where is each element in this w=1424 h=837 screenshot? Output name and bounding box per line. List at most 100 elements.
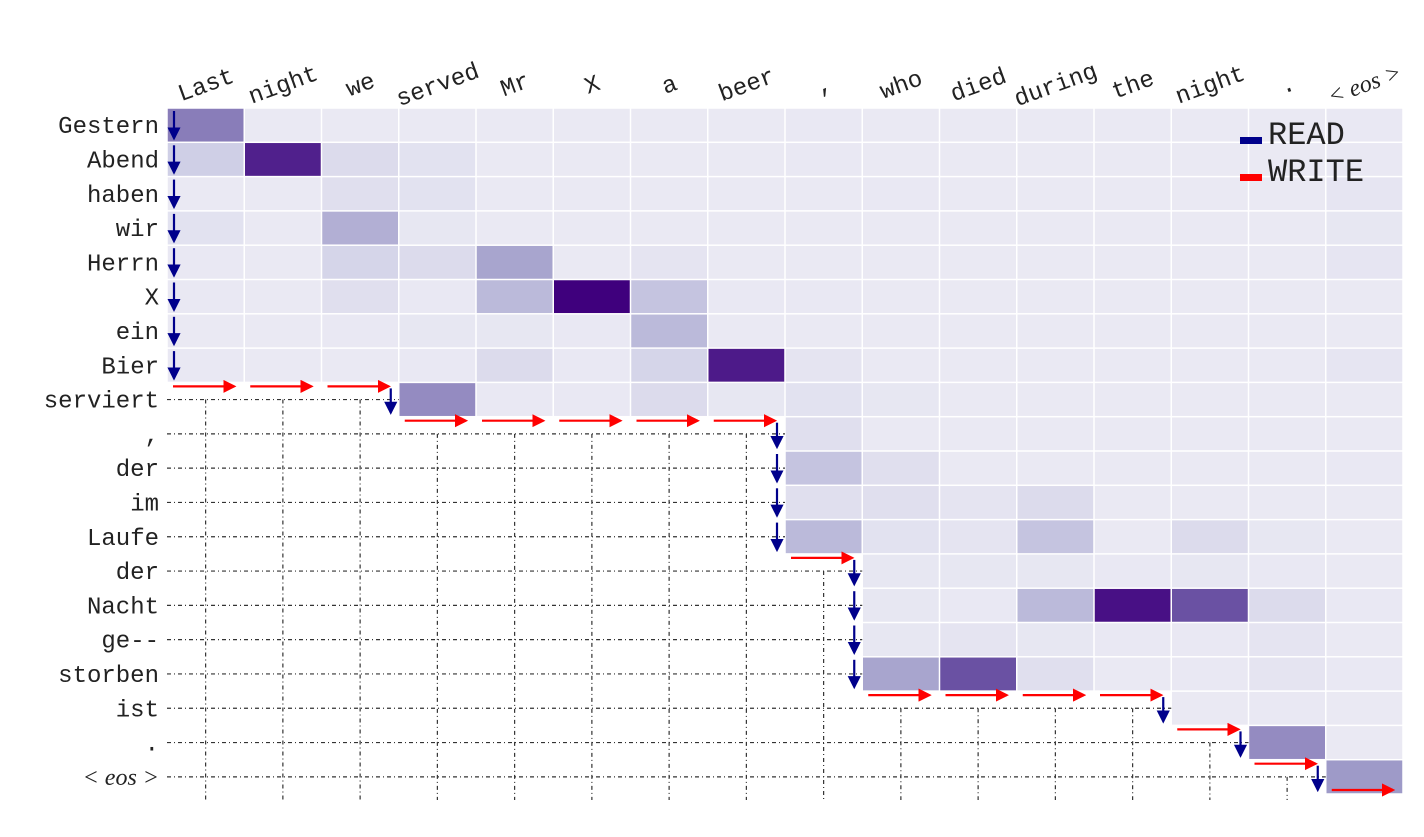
heatmap-cell bbox=[785, 314, 862, 348]
heatmap-cell bbox=[322, 177, 398, 211]
heatmap-cell bbox=[785, 108, 862, 142]
heatmap-cell bbox=[1172, 211, 1248, 245]
heatmap-cell bbox=[1094, 588, 1171, 622]
heatmap-cell bbox=[1017, 486, 1094, 519]
heatmap-cell bbox=[1017, 108, 1094, 142]
heatmap-cell bbox=[785, 177, 862, 211]
heatmap-cell bbox=[863, 383, 939, 416]
heatmap-cell bbox=[1249, 486, 1325, 519]
heatmap-cell bbox=[863, 657, 939, 691]
heatmap-cell bbox=[1094, 348, 1171, 382]
x-tick-label: died bbox=[947, 64, 1010, 109]
read-write-arrows bbox=[167, 111, 1396, 797]
dotted-guides bbox=[167, 398, 1326, 800]
heatmap-cell bbox=[631, 143, 707, 176]
heatmap-cell bbox=[476, 280, 553, 314]
x-tick-label: night bbox=[245, 61, 322, 111]
heatmap-cell bbox=[863, 211, 939, 245]
y-tick-label: wir bbox=[116, 217, 159, 244]
heatmap-cell bbox=[245, 280, 321, 314]
heatmap-cell bbox=[940, 417, 1016, 451]
x-tick-label: < eos > bbox=[1324, 60, 1405, 111]
heatmap-cell bbox=[1249, 108, 1325, 142]
legend-read-label: READ bbox=[1268, 117, 1345, 154]
heatmap-cell bbox=[785, 451, 862, 485]
heatmap-cell bbox=[1094, 383, 1171, 416]
heatmap-cell bbox=[631, 314, 707, 348]
heatmap-cell bbox=[476, 108, 553, 142]
heatmap-cell bbox=[940, 554, 1016, 588]
heatmap-cell bbox=[708, 348, 785, 382]
heatmap-cell bbox=[1094, 623, 1171, 657]
heatmap-cell bbox=[1172, 108, 1248, 142]
y-tick-label: Gestern bbox=[58, 114, 159, 141]
heatmap-cell bbox=[631, 348, 707, 382]
x-tick-label: X bbox=[581, 71, 604, 101]
x-tick-label: night bbox=[1172, 61, 1249, 111]
heatmap-cell bbox=[1172, 451, 1248, 485]
heatmap-cell bbox=[1326, 554, 1403, 588]
heatmap-cell bbox=[1326, 657, 1403, 691]
heatmap-cell bbox=[554, 108, 630, 142]
y-tick-label: der bbox=[116, 457, 159, 484]
heatmap-cell bbox=[631, 177, 707, 211]
heatmap-cell bbox=[940, 177, 1016, 211]
heatmap-cell bbox=[631, 211, 707, 245]
heatmap-cell bbox=[1249, 383, 1325, 416]
heatmap-cell bbox=[399, 108, 476, 142]
heatmap-cell bbox=[1017, 211, 1094, 245]
heatmap-cell bbox=[863, 280, 939, 314]
heatmap-cell bbox=[1094, 520, 1171, 554]
x-tick-label: during bbox=[1011, 59, 1101, 114]
heatmap-cell bbox=[554, 280, 630, 314]
y-tick-label: Nacht bbox=[87, 594, 159, 621]
y-tick-label: X bbox=[145, 286, 159, 313]
heatmap-cell bbox=[1172, 348, 1248, 382]
x-tick-label: the bbox=[1109, 66, 1159, 106]
y-tick-label: Bier bbox=[101, 354, 159, 381]
heatmap-cell bbox=[631, 383, 707, 416]
heatmap-cell bbox=[1249, 623, 1325, 657]
y-tick-label: Abend bbox=[87, 148, 159, 175]
heatmap-cell bbox=[399, 211, 476, 245]
heatmap-cell bbox=[245, 177, 321, 211]
heatmap-cell bbox=[1094, 417, 1171, 451]
heatmap-cell bbox=[1172, 588, 1248, 622]
heatmap-cell bbox=[863, 486, 939, 519]
x-tick-label: who bbox=[877, 66, 927, 106]
heatmap-cell bbox=[1017, 177, 1094, 211]
heatmap-cell bbox=[1094, 211, 1171, 245]
heatmap-cell bbox=[167, 280, 244, 314]
heatmap-cell bbox=[1249, 245, 1325, 279]
heatmap-cell bbox=[554, 383, 630, 416]
heatmap-cell bbox=[1249, 177, 1325, 211]
heatmap-cell bbox=[785, 211, 862, 245]
heatmap-cell bbox=[1249, 417, 1325, 451]
heatmap-cell bbox=[863, 520, 939, 554]
y-tick-label: ist bbox=[116, 697, 159, 724]
heatmap-cell bbox=[1249, 143, 1325, 176]
legend-write-swatch bbox=[1240, 174, 1262, 181]
heatmap-cell bbox=[1172, 520, 1248, 554]
heatmap-cell bbox=[167, 143, 244, 176]
heatmap-cell bbox=[1017, 417, 1094, 451]
heatmap-cell bbox=[1172, 657, 1248, 691]
heatmap-cell bbox=[708, 314, 785, 348]
heatmap-cell bbox=[1249, 314, 1325, 348]
y-tick-label: im bbox=[130, 491, 159, 518]
heatmap-cell bbox=[1249, 451, 1325, 485]
heatmap-cell bbox=[554, 348, 630, 382]
heatmap-cell bbox=[1326, 417, 1403, 451]
heatmap-cell bbox=[399, 348, 476, 382]
y-tick-label: serviert bbox=[44, 389, 159, 416]
heatmap-cell bbox=[1172, 143, 1248, 176]
heatmap-cell bbox=[1326, 520, 1403, 554]
heatmap-cell bbox=[1017, 245, 1094, 279]
heatmap-cell bbox=[476, 211, 553, 245]
heatmap-cell bbox=[1249, 554, 1325, 588]
heatmap-cell bbox=[863, 588, 939, 622]
heatmap-cell bbox=[940, 314, 1016, 348]
x-tick-label: Mr bbox=[497, 69, 533, 104]
